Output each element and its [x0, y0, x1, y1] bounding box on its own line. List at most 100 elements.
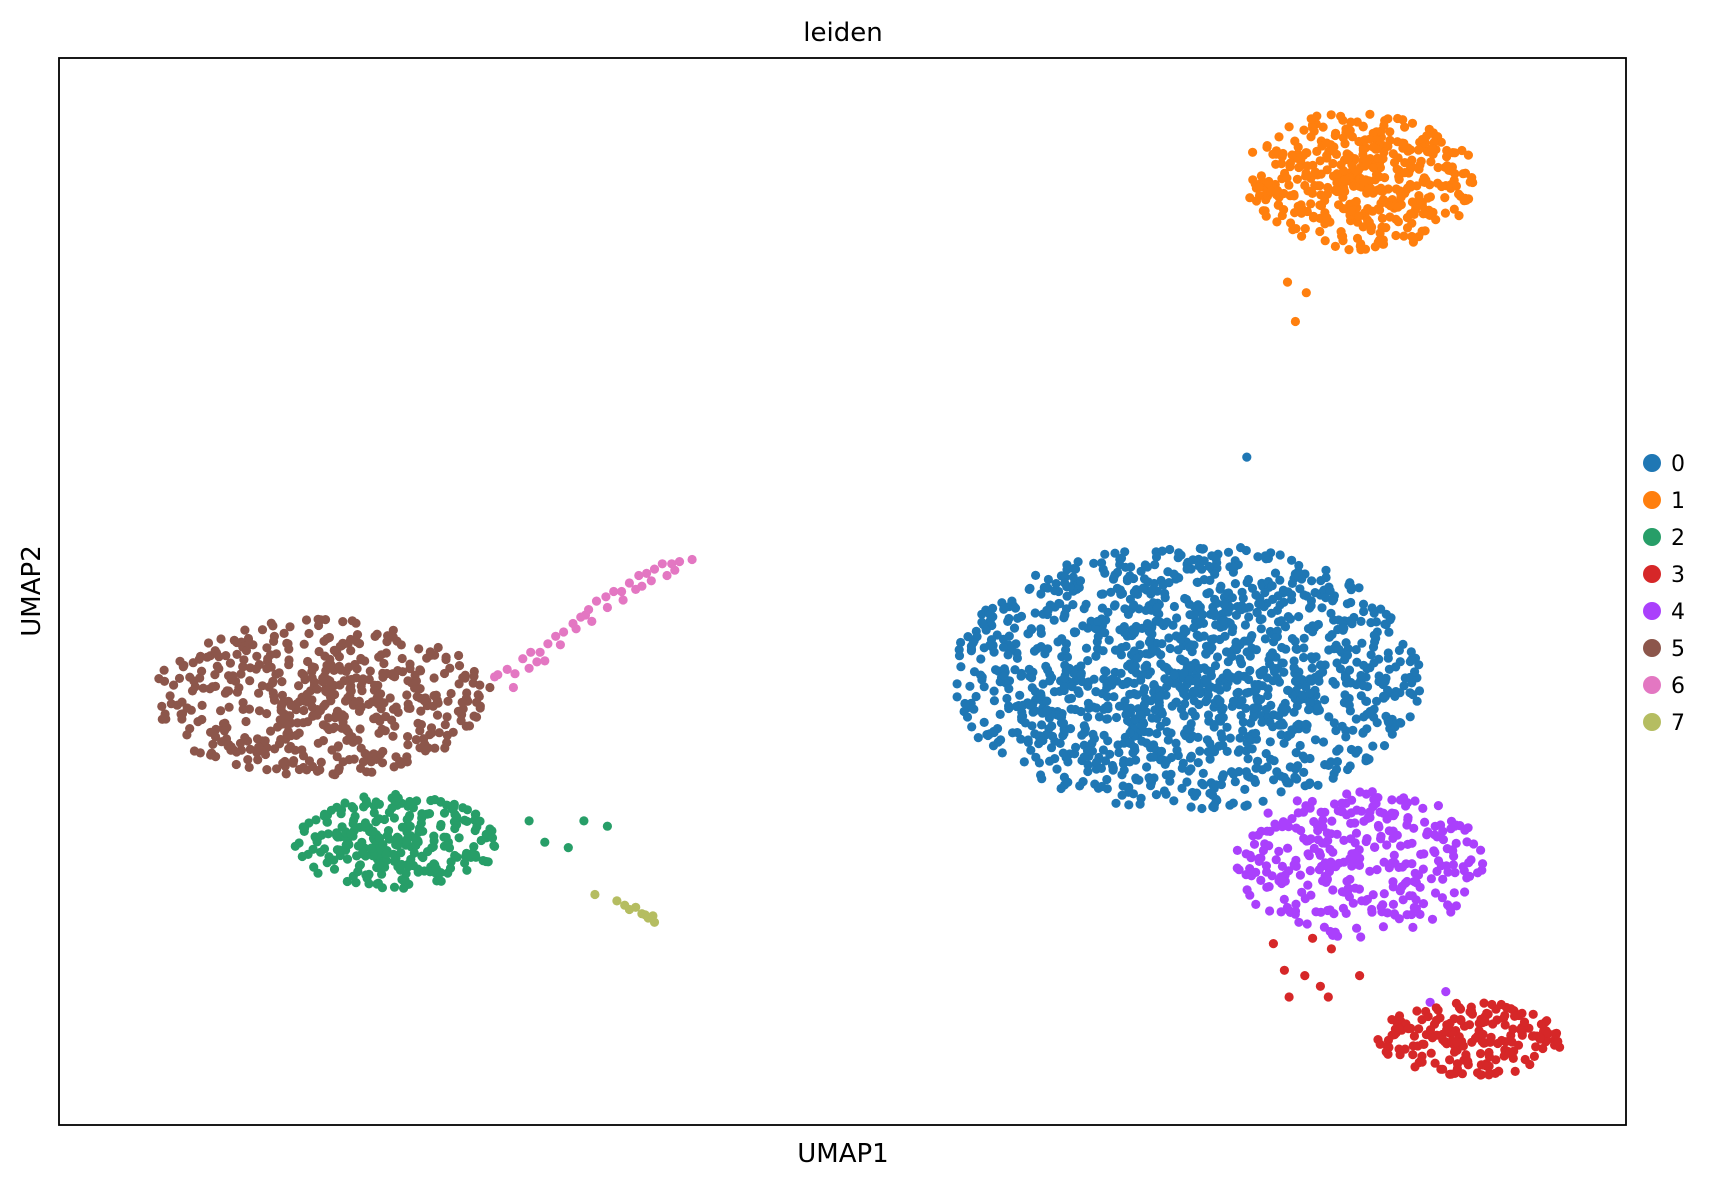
point-cluster-5 [357, 686, 367, 696]
point-cluster-0 [1109, 692, 1119, 702]
legend-label-2: 2 [1671, 526, 1685, 551]
point-cluster-5 [339, 711, 349, 722]
point-cluster-5 [427, 728, 437, 738]
point-cluster-5 [346, 674, 357, 685]
legend-marker-3 [1643, 565, 1661, 583]
point-cluster-0 [1307, 576, 1317, 586]
legend-marker-4 [1643, 602, 1661, 620]
point-cluster-5 [429, 691, 439, 701]
point-cluster-4 [1403, 839, 1413, 850]
point-cluster-0 [1199, 575, 1209, 585]
point-cluster-3 [1463, 1056, 1473, 1067]
point-cluster-4 [1410, 796, 1420, 806]
point-cluster-1 [1353, 211, 1363, 221]
point-cluster-0 [1260, 588, 1270, 598]
point-cluster-0 [1254, 695, 1264, 705]
point-cluster-0 [1144, 637, 1154, 647]
point-cluster-2 [470, 850, 480, 860]
point-cluster-1 [1320, 236, 1330, 246]
point-cluster-0 [1167, 701, 1177, 711]
point-cluster-2 [368, 851, 378, 861]
point-cluster-4 [1423, 827, 1433, 837]
point-cluster-1 [1248, 175, 1258, 185]
point-cluster-4 [1409, 876, 1419, 887]
point-cluster-0 [1387, 729, 1397, 739]
point-cluster-0 [1206, 634, 1217, 644]
point-cluster-0 [1125, 757, 1135, 767]
point-cluster-0 [1100, 549, 1110, 559]
point-cluster-0 [1036, 589, 1046, 599]
point-cluster-0 [1228, 696, 1239, 706]
point-cluster-5 [203, 638, 214, 648]
point-cluster-0 [1269, 756, 1279, 766]
point-cluster-0 [1111, 712, 1122, 723]
point-cluster-0 [1026, 745, 1036, 755]
point-cluster-1 [1377, 222, 1387, 232]
point-cluster-0 [1166, 769, 1176, 779]
point-cluster-0 [1317, 603, 1327, 613]
point-cluster-5 [286, 700, 296, 711]
point-cluster-0 [1193, 758, 1203, 768]
point-cluster-1 [1407, 197, 1417, 207]
point-cluster-5 [307, 662, 317, 672]
point-cluster-3 [1535, 1033, 1545, 1043]
point-cluster-0 [1142, 762, 1152, 772]
point-cluster-1 [1254, 182, 1264, 192]
point-cluster-5 [333, 741, 343, 751]
point-cluster-1 [1277, 210, 1287, 221]
point-cluster-5 [351, 618, 361, 628]
point-cluster-1 [1358, 176, 1369, 186]
point-cluster-5 [304, 756, 314, 766]
point-cluster-0 [1164, 578, 1174, 588]
point-cluster-5 [219, 726, 230, 736]
point-cluster-4 [1356, 932, 1366, 942]
point-cluster-5 [169, 680, 179, 690]
point-cluster-0 [1037, 774, 1047, 784]
point-cluster-4 [1409, 902, 1419, 913]
point-cluster-4 [1451, 838, 1461, 849]
point-cluster-4 [1305, 866, 1315, 876]
point-cluster-5 [356, 655, 367, 665]
point-cluster-0 [1117, 643, 1127, 653]
point-cluster-2 [373, 878, 383, 888]
point-cluster-2 [524, 816, 534, 826]
point-cluster-4 [1333, 806, 1343, 816]
point-cluster-5 [210, 732, 221, 742]
point-cluster-0 [1059, 673, 1069, 683]
point-cluster-2 [460, 858, 470, 868]
point-cluster-1 [1358, 145, 1368, 155]
point-cluster-0 [1249, 703, 1259, 713]
point-cluster-0 [1269, 775, 1279, 785]
point-cluster-0 [1287, 555, 1297, 565]
point-cluster-4 [1463, 823, 1473, 833]
point-cluster-0 [979, 717, 989, 728]
point-cluster-0 [1091, 651, 1101, 661]
point-cluster-4 [1384, 863, 1394, 873]
point-cluster-2 [452, 812, 462, 822]
point-cluster-0 [1304, 779, 1314, 790]
point-cluster-0 [1010, 603, 1021, 613]
point-cluster-0 [1299, 633, 1309, 643]
point-cluster-2 [402, 814, 412, 825]
point-cluster-0 [1161, 717, 1171, 727]
point-cluster-2 [355, 860, 365, 870]
point-cluster-2 [563, 843, 573, 853]
point-cluster-0 [1263, 684, 1273, 694]
point-cluster-4 [1429, 846, 1439, 856]
point-cluster-0 [1160, 593, 1170, 603]
point-cluster-1 [1391, 230, 1401, 241]
point-cluster-0 [1320, 695, 1330, 705]
point-cluster-0 [1147, 585, 1157, 596]
point-cluster-0 [1187, 731, 1198, 741]
point-cluster-6 [551, 631, 561, 641]
point-cluster-5 [314, 646, 324, 657]
point-cluster-3 [1483, 1009, 1493, 1019]
point-cluster-0 [1147, 644, 1157, 654]
point-cluster-6 [540, 656, 550, 666]
point-cluster-0 [1097, 603, 1107, 613]
point-cluster-0 [1230, 777, 1240, 787]
point-cluster-0 [1310, 735, 1321, 745]
point-cluster-0 [1177, 783, 1187, 794]
point-cluster-0 [1247, 744, 1257, 754]
point-cluster-2 [448, 803, 459, 813]
